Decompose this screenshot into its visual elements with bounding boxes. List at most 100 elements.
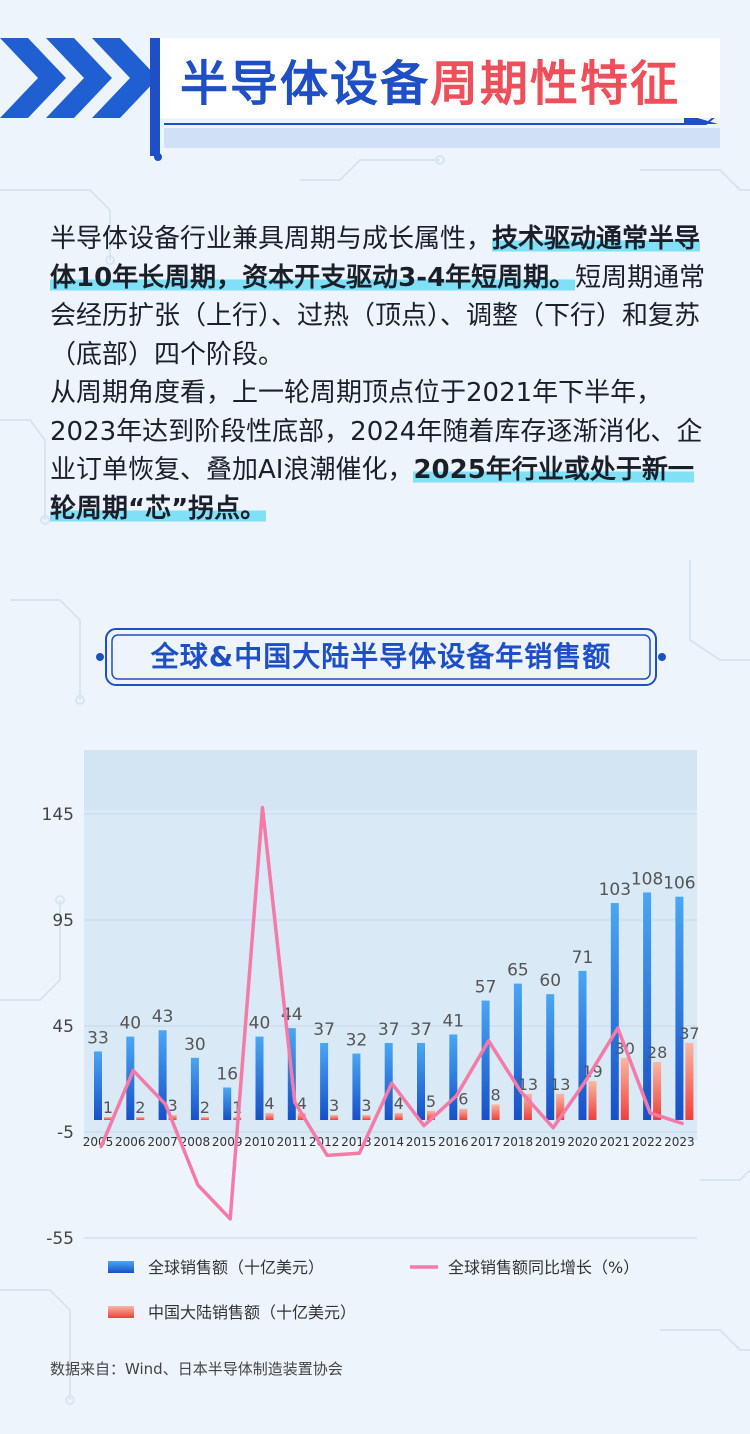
data-label-global: 65 (507, 961, 529, 981)
bar-global (255, 1036, 264, 1120)
y-tick-label: -55 (46, 1229, 74, 1249)
data-label-china: 13 (550, 1075, 570, 1094)
data-label-global: 60 (539, 971, 561, 991)
data-label-global: 16 (216, 1064, 238, 1084)
x-tick-label: 2020 (567, 1135, 598, 1149)
line-point (131, 1069, 135, 1073)
x-tick-label: 2005 (83, 1135, 114, 1149)
x-tick-label: 2006 (115, 1135, 146, 1149)
data-label-china: 1 (103, 1098, 113, 1117)
line-point (519, 1090, 523, 1094)
line-point (325, 1153, 329, 1157)
data-label-china: 3 (329, 1096, 339, 1115)
x-tick-label: 2018 (503, 1135, 534, 1149)
data-label-china: 37 (679, 1024, 699, 1043)
line-point (228, 1217, 232, 1221)
bar-global (94, 1051, 102, 1120)
bar-global (610, 903, 619, 1120)
circuit-line (700, 1169, 750, 1181)
bar-china (523, 1093, 532, 1120)
page-title: 半导体设备周期性特征 (180, 44, 680, 114)
bar-china (394, 1112, 403, 1120)
bar-china (265, 1112, 274, 1120)
y-tick-label: 95 (52, 911, 74, 931)
data-label-china: 5 (426, 1092, 436, 1111)
legend-label-yoy: 全球销售额同比增长（%） (448, 1258, 639, 1277)
paragraph-text: 短周期通常会经历扩张（上行）、过热（顶点）、调整（下行）和复苏（底部）四个阶段。 (50, 262, 706, 370)
x-tick-label: 2014 (373, 1135, 404, 1149)
bar-china (136, 1117, 145, 1120)
line-point (357, 1151, 361, 1155)
data-label-global: 40 (119, 1014, 141, 1034)
x-tick-label: 2008 (180, 1135, 211, 1149)
y-tick-label: 145 (42, 805, 74, 825)
bar-global (417, 1042, 425, 1120)
circuit-node (40, 515, 50, 525)
bar-china (330, 1115, 339, 1120)
data-label-china: 6 (458, 1090, 468, 1109)
data-label-china: 3 (361, 1096, 371, 1115)
data-label-global: 30 (184, 1035, 206, 1055)
x-tick-label: 2010 (244, 1135, 275, 1149)
legend-label-global: 全球销售额（十亿美元） (148, 1258, 324, 1277)
data-label-global: 71 (572, 948, 594, 968)
x-tick-label: 2021 (600, 1135, 631, 1149)
circuit-line (689, 560, 750, 661)
line-point (164, 1102, 168, 1106)
circuit-node (435, 155, 445, 165)
bar-global (320, 1042, 329, 1120)
line-point (261, 806, 264, 810)
line-point (293, 1100, 297, 1104)
bar-china (104, 1117, 112, 1120)
legend-label-china: 中国大陆销售额（十亿美元） (148, 1303, 356, 1322)
circuit-line (10, 599, 81, 700)
circuit-line (0, 900, 61, 1001)
data-label-china: 8 (491, 1085, 501, 1104)
bar-china (200, 1117, 209, 1120)
bar-global (578, 970, 587, 1120)
chart-title: 全球&中国大陆半导体设备年销售额 (150, 640, 612, 673)
data-label-china: 2 (200, 1098, 210, 1117)
line-point (422, 1124, 426, 1128)
title-background (160, 38, 720, 118)
x-tick-label: 2016 (438, 1135, 469, 1149)
data-label-global: 57 (475, 978, 497, 998)
line-point (551, 1126, 555, 1130)
bar-global (513, 983, 522, 1120)
data-label-global: 37 (313, 1020, 335, 1040)
data-label-global: 41 (442, 1011, 464, 1031)
paragraph: 从周期角度看，上一轮周期顶点位于2021年下半年，2023年达到阶段性底部，20… (50, 374, 710, 528)
intro-paragraphs: 半导体设备行业兼具周期与成长属性，技术驱动通常半导体10年长周期，资本开支驱动3… (50, 220, 710, 528)
circuit-line (300, 159, 440, 181)
data-label-china: 4 (264, 1094, 274, 1113)
bar-global (158, 1030, 167, 1120)
bar-china (556, 1093, 565, 1120)
line-point (648, 1111, 652, 1115)
circuit-line (0, 1289, 71, 1400)
bar-global (546, 994, 555, 1120)
data-label-global: 37 (378, 1020, 400, 1040)
data-label-china: 2 (135, 1098, 145, 1117)
circuit-node (55, 895, 65, 905)
x-tick-label: 2011 (277, 1135, 308, 1149)
bar-china (491, 1104, 500, 1120)
title-part-2: 周期性特征 (430, 56, 681, 112)
paragraph-text: 从周期角度看，上一轮周期顶点位于2021年下半年，2023年达到阶段性底部，20… (50, 378, 703, 485)
x-tick-label: 2017 (470, 1135, 501, 1149)
x-tick-label: 2019 (535, 1135, 566, 1149)
circuit-node (75, 695, 85, 705)
bar-global (190, 1057, 199, 1120)
data-label-global: 40 (249, 1014, 271, 1034)
line-point (390, 1081, 394, 1085)
y-tick-label: -5 (57, 1123, 74, 1143)
x-tick-label: 2007 (147, 1135, 178, 1149)
chevron-arrows-icon (0, 38, 158, 118)
circuit-line (640, 169, 750, 191)
line-point (616, 1026, 620, 1030)
data-label-global: 43 (152, 1007, 174, 1027)
circuit-line (0, 419, 46, 520)
chart-title-box: 全球&中国大陆半导体设备年销售额 (96, 625, 666, 695)
bar-global (223, 1087, 232, 1120)
data-label-global: 108 (631, 869, 663, 889)
bar-global (643, 892, 652, 1120)
